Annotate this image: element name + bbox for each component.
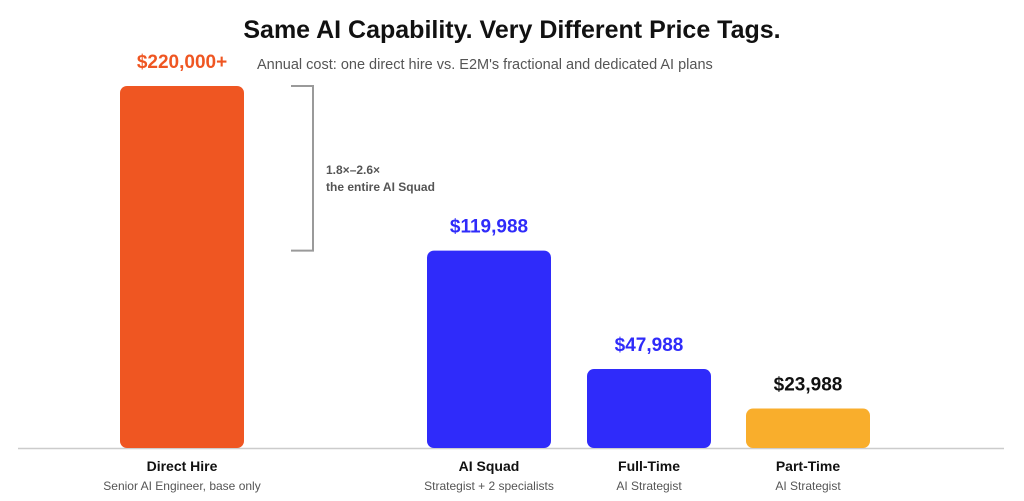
category-label-direct-hire: Direct Hire — [147, 458, 218, 474]
annotation-description: the entire AI Squad — [326, 180, 435, 194]
value-label-direct-hire: $220,000+ — [137, 52, 227, 73]
annotation-multiplier: 1.8×–2.6× — [326, 163, 380, 177]
value-label-part-time: $23,988 — [774, 375, 843, 396]
value-label-ai-squad: $119,988 — [450, 217, 528, 238]
bar-part-time — [746, 408, 870, 448]
bar-full-time — [587, 369, 711, 448]
value-label-full-time: $47,988 — [615, 335, 684, 356]
chart-title: Same AI Capability. Very Different Price… — [243, 16, 781, 44]
difference-bracket — [291, 85, 314, 252]
category-sublabel-ai-squad: Strategist + 2 specialists — [424, 479, 554, 493]
category-sublabel-part-time: AI Strategist — [775, 479, 841, 493]
category-label-part-time: Part-Time — [776, 458, 841, 474]
category-sublabel-full-time: AI Strategist — [616, 479, 682, 493]
bar-ai-squad — [427, 250, 551, 448]
chart-subtitle: Annual cost: one direct hire vs. E2M's f… — [257, 57, 713, 73]
bar-direct-hire — [120, 86, 244, 448]
category-label-full-time: Full-Time — [618, 458, 680, 474]
category-label-ai-squad: AI Squad — [459, 458, 520, 474]
category-sublabel-direct-hire: Senior AI Engineer, base only — [103, 479, 260, 493]
